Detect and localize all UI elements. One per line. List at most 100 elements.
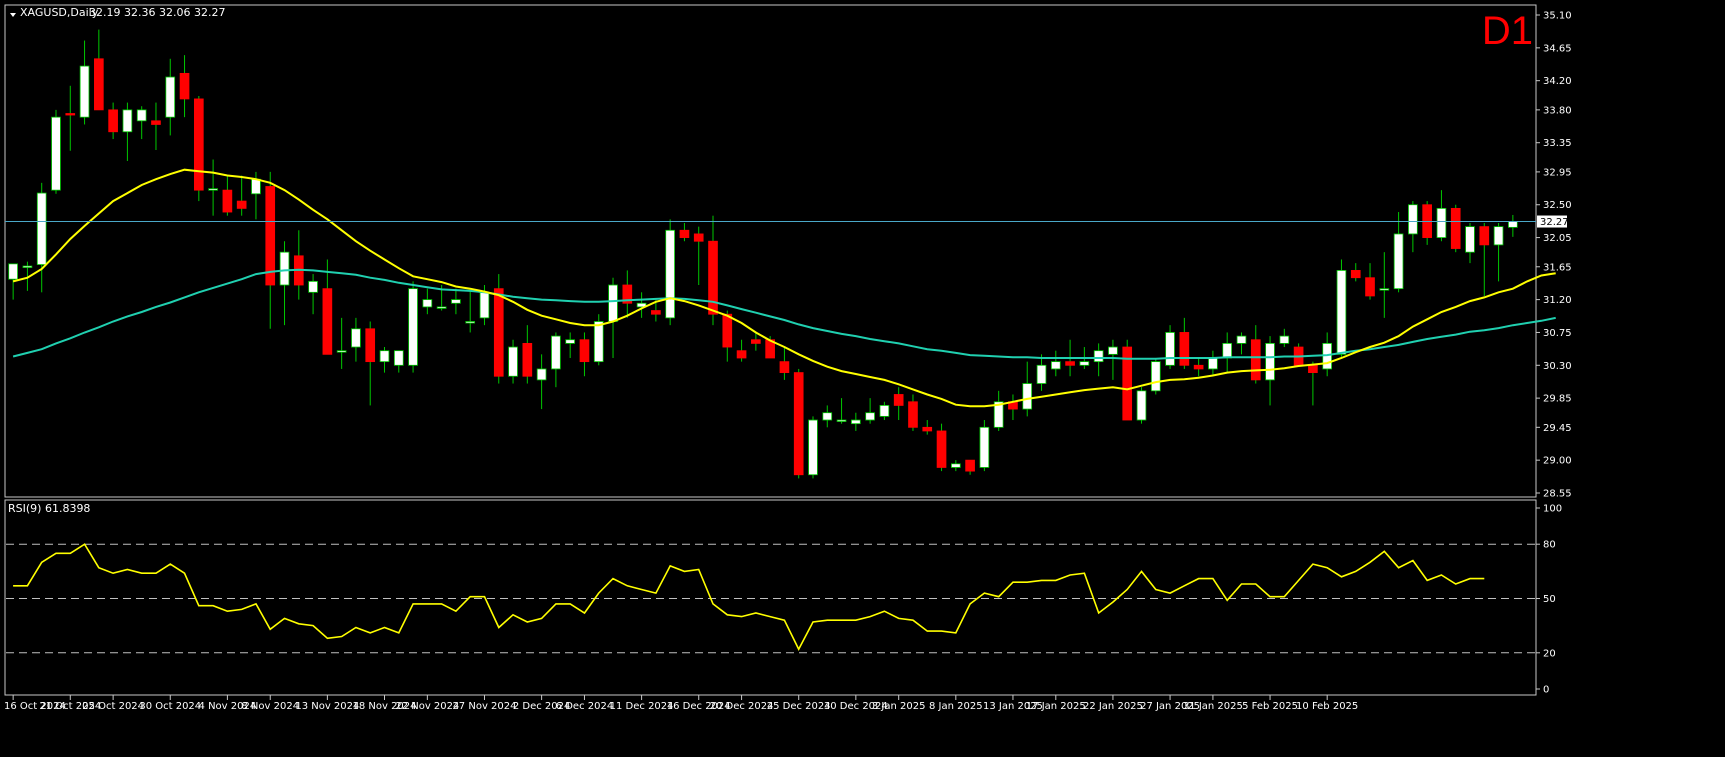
time-tick-label: 13 Nov 2024 — [295, 701, 359, 712]
candle-body — [1393, 233, 1404, 290]
price-tick-label: 31.20 — [1543, 295, 1572, 306]
candle-body — [565, 339, 576, 344]
candle-body — [1193, 364, 1204, 370]
candle-body — [1250, 339, 1261, 381]
candle-body — [151, 120, 161, 125]
time-tick-label: 2 Dec 2024 — [513, 701, 571, 712]
candle-body — [465, 321, 476, 324]
price-tick-label: 32.05 — [1543, 233, 1572, 244]
rsi-axis[interactable]: 100 80 50 20 0 — [1536, 504, 1562, 696]
time-tick-label: 30 Oct 2024 — [139, 701, 201, 712]
price-axis[interactable]: 35.10 34.65 34.20 33.80 33.35 32.95 32.50 32.05… — [1536, 11, 1572, 500]
rsi-label: RSI(9) 61.8398 — [8, 502, 90, 515]
time-tick-label: 20 Dec 2024 — [710, 701, 774, 712]
candle-body — [379, 350, 390, 363]
candle-body — [1079, 361, 1090, 366]
candle-body — [636, 302, 647, 308]
candle-body — [336, 350, 347, 353]
candle-body — [1093, 350, 1104, 363]
collapse-arrow-icon[interactable] — [10, 13, 16, 17]
time-tick-label: 31 Jan 2025 — [1183, 701, 1243, 712]
rsi-panel-border — [4, 499, 1537, 696]
candle-body — [279, 251, 290, 286]
price-tick-label: 31.65 — [1543, 262, 1572, 273]
candle-body — [508, 346, 518, 377]
price-tick-label: 34.65 — [1543, 43, 1572, 54]
candle-body — [351, 328, 361, 348]
candle-body — [1508, 221, 1518, 228]
candle-body — [1208, 357, 1218, 370]
price-tick-label: 32.50 — [1543, 200, 1572, 211]
last-price-marker: 32.27 — [1537, 215, 1569, 228]
rsi-panel[interactable]: RSI(9) 61.8398 — [4, 499, 1537, 696]
candle-body — [693, 233, 704, 242]
candle-body — [1365, 277, 1375, 297]
candle-body — [1122, 346, 1133, 421]
time-tick-label: 17 Jan 2025 — [1026, 701, 1086, 712]
candle-body — [1450, 207, 1461, 249]
time-tick-label: 21 Oct 2024 — [39, 701, 101, 712]
candle-body — [1150, 361, 1161, 392]
time-tick-label: 5 Feb 2025 — [1242, 701, 1298, 712]
candle-body — [108, 109, 118, 133]
time-tick-label: 13 Jan 2025 — [983, 701, 1043, 712]
candle-body — [522, 342, 533, 377]
candle-body — [1308, 364, 1318, 373]
candle-body — [965, 459, 975, 472]
candle-body — [1050, 361, 1061, 370]
candle-body — [1022, 383, 1033, 410]
candle-body — [36, 192, 47, 265]
candle-body — [308, 280, 318, 293]
candle-body — [679, 229, 690, 238]
candle-body — [736, 350, 747, 359]
rsi-tick-label: 100 — [1543, 504, 1562, 515]
candle-body — [1465, 226, 1475, 253]
time-tick-label: 25 Oct 2024 — [82, 701, 144, 712]
candle-body — [493, 288, 504, 377]
rsi-tick-label: 0 — [1543, 685, 1549, 696]
candle-body — [365, 328, 376, 363]
candle-body — [193, 98, 204, 191]
candle-body — [1179, 332, 1190, 366]
last-price-box — [1537, 215, 1567, 228]
time-tick-label: 16 Dec 2024 — [667, 701, 731, 712]
candle-body — [1350, 270, 1361, 279]
price-tick-label: 28.55 — [1543, 489, 1572, 500]
time-tick-label: 8 Jan 2025 — [929, 701, 983, 712]
moving-average-fast — [12, 168, 1556, 408]
candle-body — [722, 313, 733, 348]
candle-body — [893, 394, 904, 406]
candle-body — [1479, 226, 1490, 246]
time-tick-label: 30 Dec 2024 — [824, 701, 888, 712]
candle-body — [865, 412, 875, 421]
candle-body — [8, 263, 18, 280]
candle-body — [579, 339, 590, 363]
candle-body — [122, 109, 133, 133]
candle-body — [422, 299, 433, 308]
candle-body — [551, 335, 561, 370]
candle-body — [165, 76, 176, 118]
time-tick-label: 16 Oct 2024 — [4, 701, 66, 712]
candle-body — [950, 463, 961, 468]
symbol-label: XAGUSD,Daily — [20, 6, 99, 19]
candle-body — [593, 321, 604, 363]
candle-body — [608, 284, 618, 322]
rsi-tick-label: 20 — [1543, 648, 1556, 659]
candle-body — [408, 288, 418, 366]
candle-body — [851, 419, 861, 425]
time-tick-label: 6 Dec 2024 — [556, 701, 614, 712]
timeframe-badge: D1 — [1482, 9, 1533, 53]
rsi-marks — [6, 543, 1535, 654]
price-panel[interactable]: XAGUSD,Daily 32.19 32.36 32.06 32.27 D1 — [4, 4, 1556, 498]
ohlc-label: 32.19 32.36 32.06 32.27 — [89, 6, 225, 19]
candle-body — [751, 339, 761, 344]
time-tick-label: 4 Nov 2024 — [199, 701, 257, 712]
candle-body — [1379, 288, 1390, 291]
candle-body — [51, 116, 61, 191]
price-tick-label: 29.00 — [1543, 456, 1572, 467]
price-tick-label: 29.85 — [1543, 394, 1572, 405]
time-tick-label: 11 Dec 2024 — [610, 701, 674, 712]
